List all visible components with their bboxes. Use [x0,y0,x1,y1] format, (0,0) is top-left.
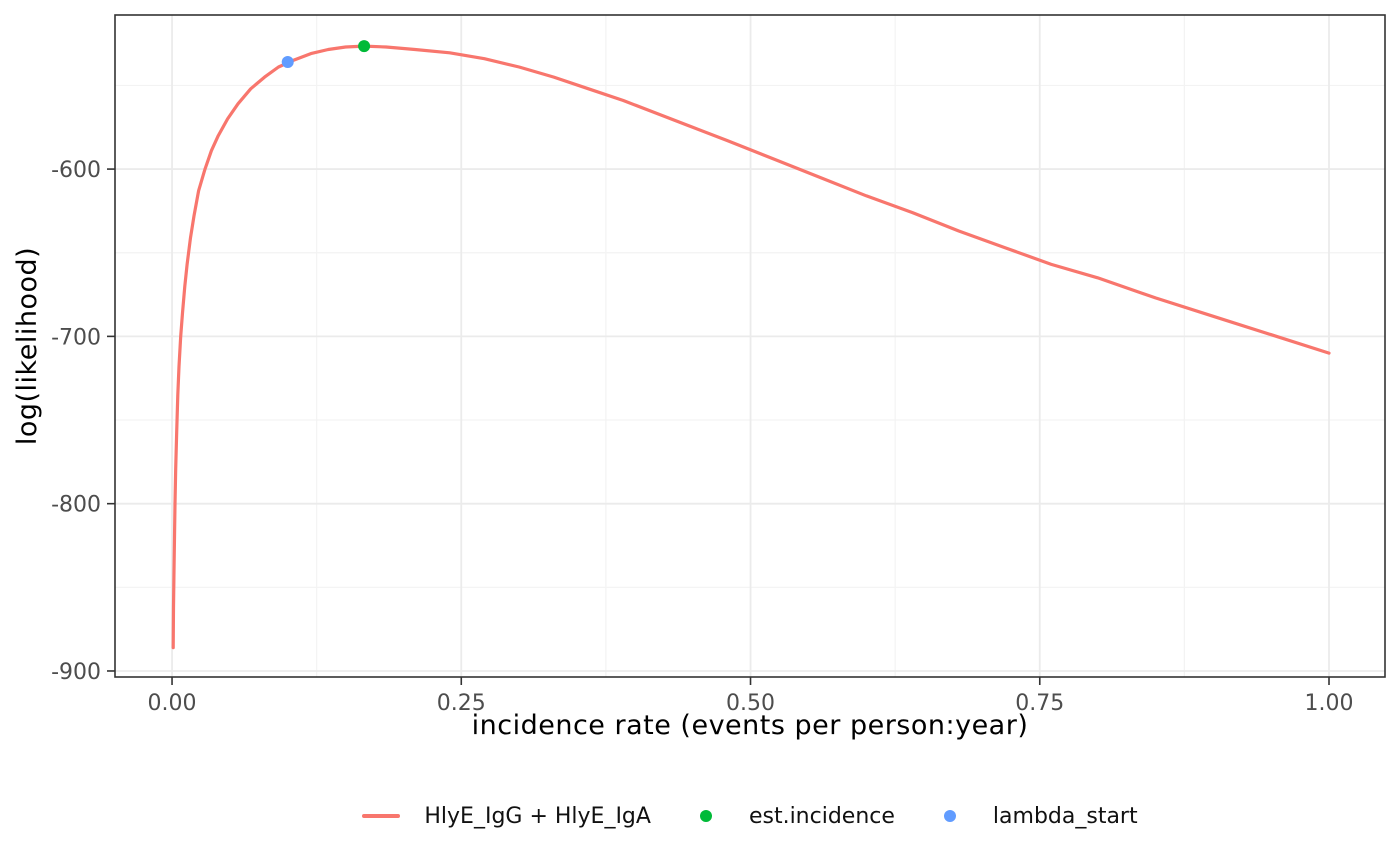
line-key-icon [362,814,401,818]
x-tick-label: 0.25 [437,691,486,716]
y-tick-label: -600 [51,158,101,183]
x-tick-label: 0.50 [726,691,775,716]
legend-key-est-incidence [687,810,725,822]
legend-item-est-incidence: est.incidence [687,804,895,829]
legend: HlyE_IgG + HlyE_IgA est.incidence lambda… [115,794,1385,838]
point-key-icon [943,810,956,822]
point-key-icon [699,810,712,822]
plot-area: 0.00 0.25 0.50 0.75 1.00 -600 -700 -800 -900 [51,14,1386,716]
likelihood-curve [171,44,1331,650]
lambda_start-point [281,56,294,69]
x-tick-label: 0.00 [148,691,197,716]
legend-key-line [362,814,401,818]
legend-item-lambda-start: lambda_start [931,804,1138,829]
y-tick-label: -900 [51,660,101,685]
x-tick-label: 1.00 [1305,691,1354,716]
legend-label-series: HlyE_IgG + HlyE_IgA [424,803,651,829]
x-tick-label: 0.75 [1015,691,1064,716]
y-tick-label: -800 [51,493,101,518]
y-tick-label: -700 [51,325,101,350]
legend-key-lambda-start [931,810,969,822]
legend-item-series: HlyE_IgG + HlyE_IgA [362,804,651,829]
legend-label-est-incidence: est.incidence [748,803,895,829]
legend-label-lambda-start: lambda_start [992,803,1138,829]
x-axis-title: incidence rate (events per person:year) [471,710,1029,741]
y-axis-title: log(likelihood) [12,246,43,446]
est.incidence-point [358,40,371,53]
